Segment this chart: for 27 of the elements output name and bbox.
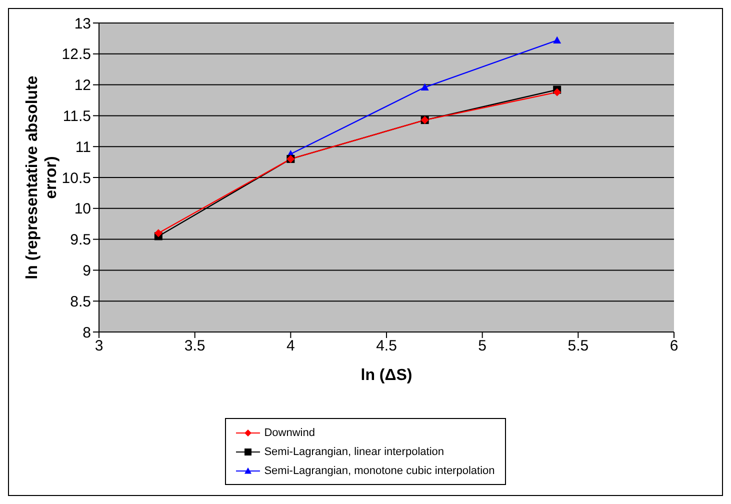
y-tick-label: 9.5 bbox=[70, 232, 91, 249]
legend-label: Semi-Lagrangian, linear interpolation bbox=[264, 446, 444, 458]
y-tick-label: 8.5 bbox=[70, 293, 91, 310]
y-tick-label: 8 bbox=[82, 324, 91, 342]
x-tick-label: 4 bbox=[286, 338, 295, 355]
y-tick-label: 10.5 bbox=[62, 170, 91, 187]
legend-label: Downwind bbox=[264, 426, 315, 438]
y-tick-label: 11.5 bbox=[62, 108, 91, 126]
x-axis-title: ln (ΔS) bbox=[360, 367, 412, 384]
y-tick-label: 10 bbox=[74, 200, 91, 218]
y-tick-label: 11 bbox=[75, 138, 91, 156]
y-tick-label: 9 bbox=[82, 262, 91, 280]
x-tick-label: 4.5 bbox=[376, 338, 397, 355]
point bbox=[553, 36, 562, 44]
x-tick-label: 5 bbox=[478, 338, 487, 355]
y-tick-label: 13 bbox=[74, 15, 91, 32]
x-tick-label: 5.5 bbox=[568, 338, 589, 355]
point bbox=[553, 88, 562, 96]
point bbox=[420, 83, 429, 90]
y-tick-label: 12 bbox=[74, 77, 91, 94]
legend-label: Semi-Lagrangian, monotone cubic interpolation bbox=[264, 464, 495, 476]
x-tick-label: 3.5 bbox=[184, 338, 206, 355]
point bbox=[154, 229, 162, 238]
y-tick-label: 12.5 bbox=[62, 46, 91, 64]
x-tick-label: 6 bbox=[670, 338, 678, 355]
x-tick-label: 3 bbox=[94, 338, 104, 355]
y-axis-title: ln (representative absolute error) bbox=[24, 76, 60, 280]
